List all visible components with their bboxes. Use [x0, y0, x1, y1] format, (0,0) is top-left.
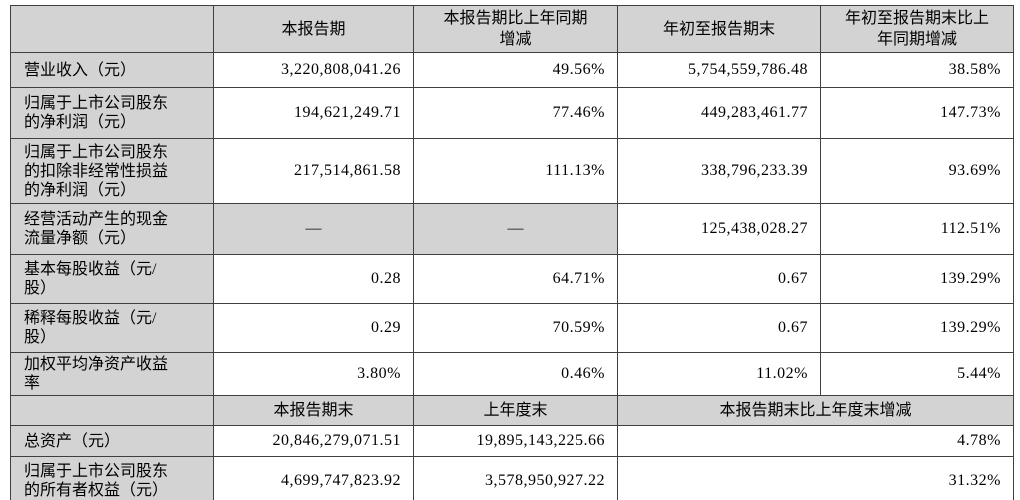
value-cell: 77.46%	[413, 87, 618, 139]
table-row-revenue: 营业收入（元） 3,220,808,041.26 49.56% 5,754,55…	[10, 52, 1014, 88]
table-row-weighted-avg-roe: 加权平均净资产收益 率 3.80% 0.46% 11.02% 5.44%	[10, 352, 1014, 396]
value-cell-dash: —	[213, 203, 414, 255]
value-cell: 139.29%	[820, 303, 1014, 353]
value-cell-dash: —	[413, 203, 618, 255]
value-cell: 5.44%	[820, 352, 1014, 396]
table-row-net-profit: 归属于上市公司股东 的净利润（元） 194,621,249.71 77.46% …	[10, 87, 1014, 139]
value-cell: 0.46%	[413, 352, 618, 396]
table-row-owners-equity: 归属于上市公司股东 的所有者权益（元） 4,699,747,823.92 3,5…	[10, 456, 1014, 500]
column-header-period-vs-prior-year: 本报告期末比上年度末增减	[617, 395, 1014, 426]
value-cell: 0.28	[213, 254, 414, 304]
value-cell: 125,438,028.27	[617, 203, 821, 255]
value-cell: 93.69%	[820, 138, 1014, 204]
row-label: 归属于上市公司股东 的净利润（元）	[10, 87, 214, 139]
row-label: 加权平均净资产收益 率	[10, 352, 214, 396]
value-cell: 147.73%	[820, 87, 1014, 139]
column-header-current-period: 本报告期	[213, 5, 414, 53]
value-cell: 4,699,747,823.92	[213, 456, 414, 500]
value-cell: 64.71%	[413, 254, 618, 304]
value-cell: 112.51%	[820, 203, 1014, 255]
row-label: 稀释每股收益（元/ 股）	[10, 303, 214, 353]
row-label: 经营活动产生的现金 流量净额（元）	[10, 203, 214, 255]
row-label: 归属于上市公司股东 的扣除非经常性损益 的净利润（元）	[10, 138, 214, 204]
column-header-current-period-yoy: 本报告期比上年同期 增减	[413, 5, 618, 53]
value-cell: 20,846,279,071.51	[213, 425, 414, 457]
column-header-end-of-period: 本报告期末	[213, 395, 414, 426]
column-header-ytd: 年初至报告期末	[617, 5, 821, 53]
value-cell: 19,895,143,225.66	[413, 425, 618, 457]
section1-header-row: 本报告期 本报告期比上年同期 增减 年初至报告期末 年初至报告期末比上 年同期增…	[10, 5, 1014, 53]
value-cell: 0.67	[617, 303, 821, 353]
value-cell: 3,578,950,927.22	[413, 456, 618, 500]
table-row-basic-eps: 基本每股收益（元/ 股） 0.28 64.71% 0.67 139.29%	[10, 254, 1014, 304]
row-label: 营业收入（元）	[10, 52, 214, 88]
value-cell: 449,283,461.77	[617, 87, 821, 139]
value-cell: 217,514,861.58	[213, 138, 414, 204]
value-cell: 11.02%	[617, 352, 821, 396]
row-label: 总资产（元）	[10, 425, 214, 457]
value-cell: 3.80%	[213, 352, 414, 396]
value-cell: 0.29	[213, 303, 414, 353]
value-cell: 5,754,559,786.48	[617, 52, 821, 88]
value-cell: 31.32%	[617, 456, 1014, 500]
value-cell: 4.78%	[617, 425, 1014, 457]
table-row-operating-cash-flow: 经营活动产生的现金 流量净额（元） — — 125,438,028.27 112…	[10, 203, 1014, 255]
value-cell: 194,621,249.71	[213, 87, 414, 139]
corner-cell	[10, 5, 214, 53]
table-row-diluted-eps: 稀释每股收益（元/ 股） 0.29 70.59% 0.67 139.29%	[10, 303, 1014, 353]
row-label: 归属于上市公司股东 的所有者权益（元）	[10, 456, 214, 500]
value-cell: 49.56%	[413, 52, 618, 88]
financial-summary-table: 本报告期 本报告期比上年同期 增减 年初至报告期末 年初至报告期末比上 年同期增…	[10, 5, 1014, 500]
value-cell: 3,220,808,041.26	[213, 52, 414, 88]
value-cell: 338,796,233.39	[617, 138, 821, 204]
column-header-ytd-yoy: 年初至报告期末比上 年同期增减	[820, 5, 1014, 53]
column-header-end-of-prior-year: 上年度末	[413, 395, 618, 426]
value-cell: 0.67	[617, 254, 821, 304]
section2-header-row: 本报告期末 上年度末 本报告期末比上年度末增减	[10, 395, 1014, 426]
table-row-total-assets: 总资产（元） 20,846,279,071.51 19,895,143,225.…	[10, 425, 1014, 457]
financial-summary-table-wrapper: 本报告期 本报告期比上年同期 增减 年初至报告期末 年初至报告期末比上 年同期增…	[10, 5, 1014, 500]
value-cell: 38.58%	[820, 52, 1014, 88]
value-cell: 111.13%	[413, 138, 618, 204]
value-cell: 70.59%	[413, 303, 618, 353]
row-label: 基本每股收益（元/ 股）	[10, 254, 214, 304]
table-row-net-profit-excl-nonrecurring: 归属于上市公司股东 的扣除非经常性损益 的净利润（元） 217,514,861.…	[10, 138, 1014, 204]
corner-cell	[10, 395, 214, 426]
value-cell: 139.29%	[820, 254, 1014, 304]
